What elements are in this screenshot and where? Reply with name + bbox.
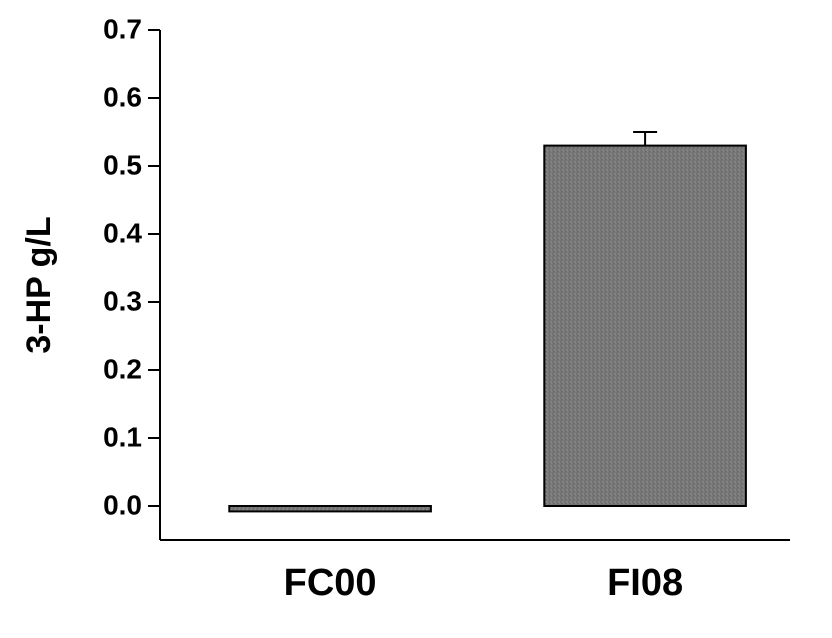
category-label-FI08: FI08	[607, 562, 683, 604]
ytick-label: 0.5	[103, 149, 142, 180]
bar-FC00	[229, 506, 431, 511]
category-label-FC00: FC00	[284, 562, 377, 604]
y-axis-label: 3-HP g/L	[20, 216, 58, 353]
ytick-label: 0.4	[103, 217, 142, 248]
ytick-label: 0.7	[103, 13, 142, 44]
ytick-label: 0.3	[103, 285, 142, 316]
ytick-label: 0.2	[103, 353, 142, 384]
ytick-label: 0.6	[103, 81, 142, 112]
ytick-label: 0.0	[103, 489, 142, 520]
bar-FI08	[544, 146, 746, 506]
ytick-label: 0.1	[103, 421, 142, 452]
bar-chart: FC00 FI08 0.0 0.1 0.2 0.3 0.4 0.5 0.6 0.7 3-HP g/L	[0, 0, 832, 638]
chart-container: FC00 FI08 0.0 0.1 0.2 0.3 0.4 0.5 0.6 0.7 3-HP g/L	[0, 0, 832, 638]
